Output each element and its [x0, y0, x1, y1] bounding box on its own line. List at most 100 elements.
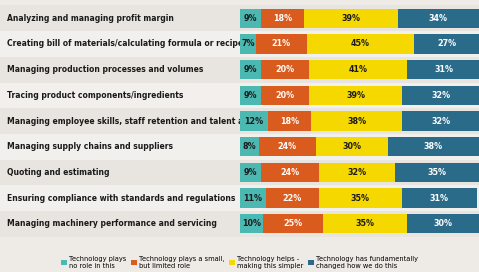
Text: 30%: 30%: [433, 219, 453, 228]
Text: 25%: 25%: [284, 219, 303, 228]
Bar: [402, 188, 477, 208]
Text: 38%: 38%: [424, 142, 443, 151]
Text: 22%: 22%: [283, 194, 302, 203]
Text: 12%: 12%: [244, 116, 263, 126]
Text: 9%: 9%: [243, 14, 257, 23]
Bar: [0, 82, 240, 108]
Text: 39%: 39%: [346, 91, 365, 100]
Bar: [240, 82, 479, 108]
Text: 21%: 21%: [272, 39, 291, 48]
Bar: [240, 214, 263, 233]
Text: Analyzing and managing profit margin: Analyzing and managing profit margin: [7, 14, 174, 23]
Text: 20%: 20%: [275, 91, 295, 100]
Text: 32%: 32%: [347, 168, 366, 177]
Text: 35%: 35%: [351, 194, 370, 203]
Bar: [402, 86, 479, 105]
Bar: [0, 57, 240, 82]
Bar: [388, 137, 479, 156]
Text: 20%: 20%: [275, 65, 295, 74]
Bar: [319, 163, 395, 182]
Text: 10%: 10%: [242, 219, 261, 228]
Text: 27%: 27%: [437, 39, 456, 48]
Text: 9%: 9%: [243, 91, 257, 100]
Text: Managing machinery performance and servicing: Managing machinery performance and servi…: [7, 219, 217, 228]
Bar: [240, 160, 479, 185]
Bar: [240, 108, 479, 134]
Bar: [240, 163, 261, 182]
Bar: [240, 31, 479, 57]
Text: 45%: 45%: [351, 39, 370, 48]
Text: 24%: 24%: [280, 168, 299, 177]
Text: 35%: 35%: [356, 219, 375, 228]
Bar: [240, 34, 256, 54]
Bar: [0, 134, 240, 160]
Bar: [240, 9, 261, 28]
Text: 8%: 8%: [242, 142, 256, 151]
Bar: [240, 137, 259, 156]
Text: 38%: 38%: [347, 116, 366, 126]
Bar: [323, 214, 407, 233]
Text: 41%: 41%: [349, 65, 367, 74]
Text: 39%: 39%: [342, 14, 360, 23]
Bar: [304, 9, 398, 28]
Text: Managing supply chains and suppliers: Managing supply chains and suppliers: [7, 142, 173, 151]
Bar: [0, 108, 240, 134]
Text: 35%: 35%: [428, 168, 446, 177]
Text: 31%: 31%: [435, 65, 454, 74]
Text: Managing employee skills, staff retention and talent acquisition: Managing employee skills, staff retentio…: [7, 116, 286, 126]
Bar: [395, 163, 479, 182]
Bar: [0, 185, 240, 211]
Text: Ensuring compliance with standards and regulations: Ensuring compliance with standards and r…: [7, 194, 236, 203]
Text: 18%: 18%: [280, 116, 299, 126]
Text: 24%: 24%: [278, 142, 297, 151]
Bar: [319, 188, 402, 208]
Bar: [259, 137, 316, 156]
Bar: [240, 86, 261, 105]
Bar: [309, 60, 407, 79]
Text: Managing production processes and volumes: Managing production processes and volume…: [7, 65, 204, 74]
Bar: [407, 214, 479, 233]
Bar: [307, 34, 414, 54]
Bar: [240, 185, 479, 211]
Bar: [266, 188, 319, 208]
Bar: [407, 60, 479, 79]
Text: 7%: 7%: [241, 39, 255, 48]
Bar: [261, 163, 319, 182]
Bar: [240, 134, 479, 160]
Bar: [261, 60, 309, 79]
Bar: [414, 34, 479, 54]
Bar: [0, 160, 240, 185]
Bar: [0, 5, 240, 31]
Bar: [398, 9, 479, 28]
Bar: [316, 137, 388, 156]
Text: 32%: 32%: [431, 116, 450, 126]
Bar: [402, 112, 479, 131]
Text: 9%: 9%: [243, 65, 257, 74]
Text: 34%: 34%: [429, 14, 448, 23]
Text: Creating bill of materials/calculating formula or recipe: Creating bill of materials/calculating f…: [7, 39, 243, 48]
Bar: [263, 214, 323, 233]
Bar: [240, 188, 266, 208]
Bar: [240, 211, 479, 237]
Text: 30%: 30%: [342, 142, 362, 151]
Text: 32%: 32%: [431, 91, 450, 100]
Text: 9%: 9%: [243, 168, 257, 177]
Bar: [240, 112, 268, 131]
Text: Tracing product components/ingredients: Tracing product components/ingredients: [7, 91, 183, 100]
Bar: [261, 9, 304, 28]
Legend: Technology plays
no role in this, Technology plays a small,
but limited role, Te: Technology plays no role in this, Techno…: [61, 256, 418, 269]
Bar: [261, 86, 309, 105]
Text: 18%: 18%: [273, 14, 292, 23]
Bar: [240, 57, 479, 82]
Bar: [240, 5, 479, 31]
Text: 11%: 11%: [243, 194, 262, 203]
Bar: [309, 86, 402, 105]
Bar: [240, 60, 261, 79]
Bar: [0, 31, 240, 57]
Text: Quoting and estimating: Quoting and estimating: [7, 168, 110, 177]
Bar: [0, 211, 240, 237]
Bar: [268, 112, 311, 131]
Text: 31%: 31%: [430, 194, 449, 203]
Bar: [311, 112, 402, 131]
Bar: [256, 34, 307, 54]
